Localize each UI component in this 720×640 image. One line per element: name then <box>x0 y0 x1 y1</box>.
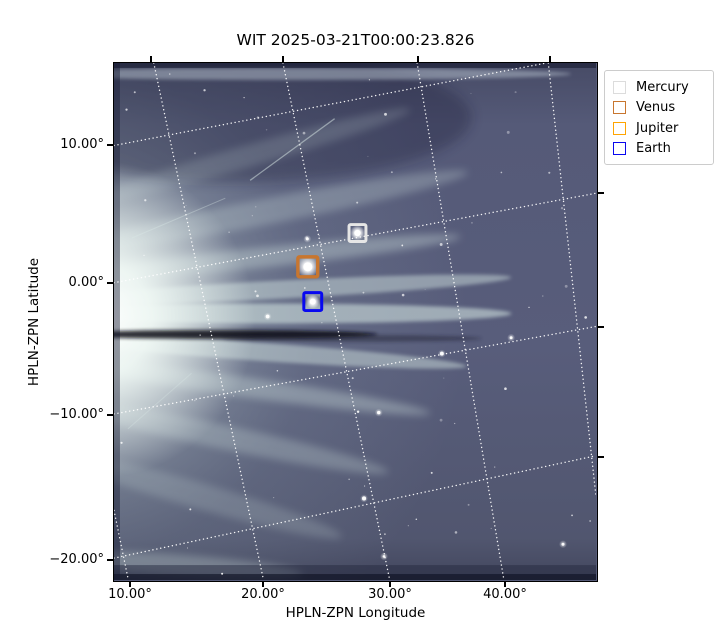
grid-lon-10 <box>114 509 129 579</box>
legend: Mercury Venus Jupiter Earth <box>604 70 714 165</box>
wcs-grid <box>114 63 596 579</box>
y-tick-0 <box>107 144 113 146</box>
grid-lon-50 <box>547 63 596 498</box>
y-tick-2 <box>107 414 113 416</box>
y-tick-label-0: 10.00° <box>60 137 104 152</box>
solar-glow-core <box>114 63 596 580</box>
legend-item-mercury: Mercury <box>613 77 705 98</box>
y-tick-1 <box>107 282 113 284</box>
y-axis-label: HPLN-ZPN Latitude <box>26 257 42 387</box>
y-tick-label-1: 0.00° <box>68 275 104 290</box>
y-tick-label-2: −10.00° <box>49 407 104 422</box>
left-dark-edge <box>114 63 120 580</box>
x-tick-label-0: 10.00° <box>108 587 152 602</box>
x-tick-1 <box>262 582 264 587</box>
top-tick-1 <box>282 56 284 62</box>
jupiter-swatch-icon <box>613 121 626 135</box>
top-tick-3 <box>549 56 551 62</box>
x-tick-2 <box>389 582 391 587</box>
planet-markers <box>296 223 368 313</box>
venus-marker <box>296 255 320 279</box>
venus-swatch-icon <box>613 101 626 115</box>
top-dark-edge <box>114 63 596 68</box>
bottom-dark-edge <box>114 574 596 580</box>
x-tick-label-3: 40.00° <box>483 587 527 602</box>
legend-label: Mercury <box>636 79 689 95</box>
top-tick-2 <box>417 56 419 62</box>
legend-label: Earth <box>636 141 671 157</box>
right-tick-2 <box>598 456 604 458</box>
cosmic-ray-streaks <box>127 118 336 430</box>
plot-area[interactable] <box>113 62 598 582</box>
y-tick-label-3: −20.00° <box>49 552 104 567</box>
x-tick-label-2: 30.00° <box>368 587 412 602</box>
earth-swatch-icon <box>613 142 626 156</box>
mercury-marker <box>347 223 368 243</box>
x-axis-label: HPLN-ZPN Longitude <box>285 605 426 621</box>
dark-lane <box>114 329 482 342</box>
earth-marker <box>302 291 324 313</box>
right-tick-1 <box>598 326 604 328</box>
mercury-swatch-icon <box>613 80 626 94</box>
x-tick-0 <box>129 582 131 587</box>
legend-item-jupiter: Jupiter <box>613 118 705 139</box>
x-tick-label-1: 20.00° <box>241 587 285 602</box>
coronagraph-image <box>114 63 596 580</box>
legend-label: Jupiter <box>636 120 679 136</box>
legend-item-venus: Venus <box>613 98 705 119</box>
grid-lon-30 <box>282 63 390 579</box>
y-tick-3 <box>107 559 113 561</box>
grid-lat-minus20 <box>114 455 596 559</box>
grid-lon-40 <box>416 63 505 579</box>
legend-item-earth: Earth <box>613 139 705 160</box>
star-field <box>120 73 592 575</box>
right-tick-0 <box>598 192 604 194</box>
top-haze-band <box>114 67 572 80</box>
top-tick-0 <box>150 56 152 62</box>
x-tick-3 <box>504 582 506 587</box>
grid-lon-20 <box>153 63 264 579</box>
legend-label: Venus <box>636 100 676 116</box>
plot-title: WIT 2025-03-21T00:00:23.826 <box>236 31 475 49</box>
